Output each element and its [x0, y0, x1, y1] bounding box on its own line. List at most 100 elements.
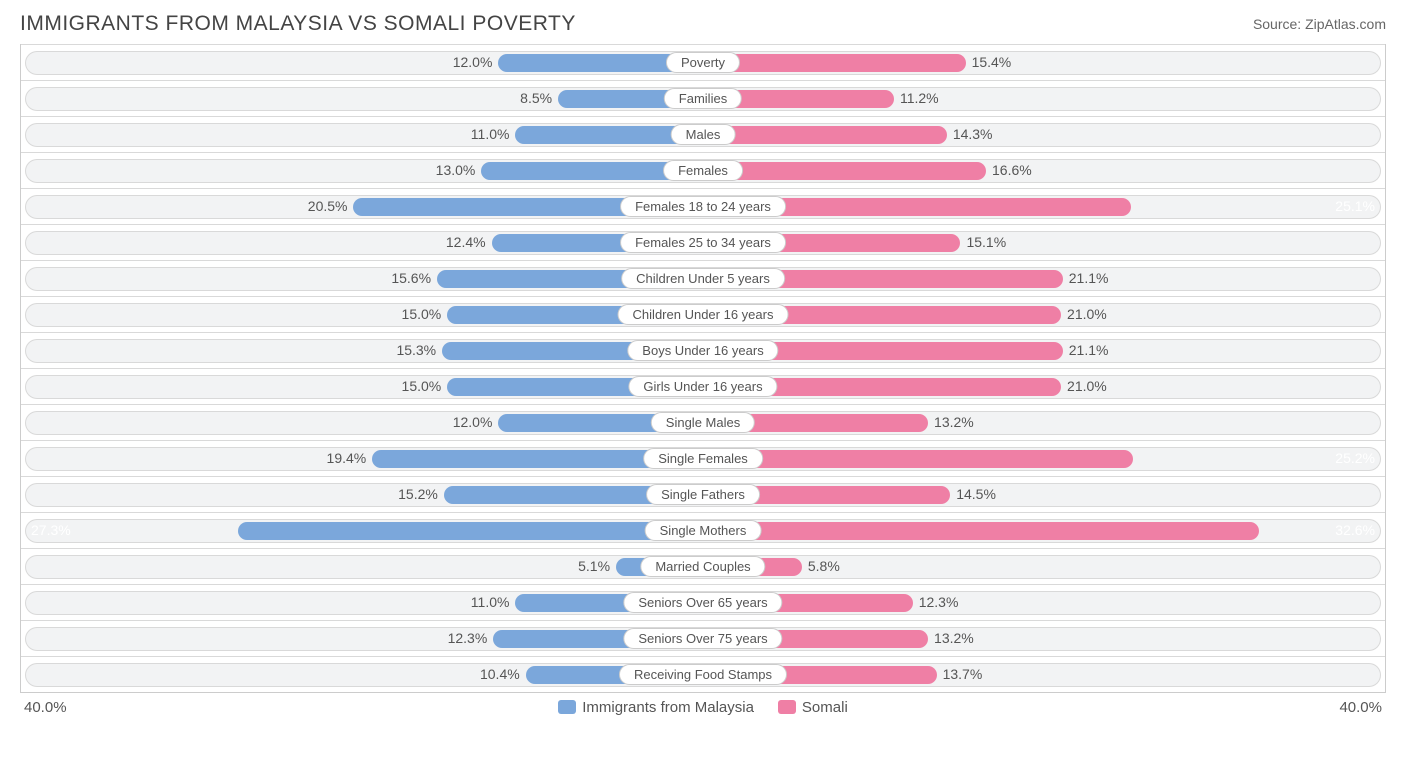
category-label: Seniors Over 65 years: [623, 592, 782, 613]
left-half: 13.0%: [21, 153, 703, 188]
category-label: Single Males: [651, 412, 755, 433]
category-label: Boys Under 16 years: [627, 340, 778, 361]
left-value-label: 8.5%: [520, 90, 552, 106]
chart-row: 12.3% 13.2% Seniors Over 75 years: [21, 620, 1385, 656]
left-half: 5.1%: [21, 549, 703, 584]
right-value-label: 16.6%: [992, 162, 1032, 178]
left-value-label: 15.2%: [398, 486, 438, 502]
chart-footer: 40.0% Immigrants from Malaysia Somali 40…: [20, 693, 1386, 716]
category-label: Receiving Food Stamps: [619, 664, 787, 685]
source-name: ZipAtlas.com: [1305, 16, 1386, 32]
left-bar: [238, 522, 703, 540]
chart-header: IMMIGRANTS FROM MALAYSIA VS SOMALI POVER…: [20, 10, 1386, 44]
right-half: 21.0%: [703, 369, 1385, 404]
legend-label-left: Immigrants from Malaysia: [582, 699, 754, 716]
right-bar: [703, 450, 1133, 468]
right-half: 13.7%: [703, 657, 1385, 692]
category-label: Single Fathers: [646, 484, 760, 505]
bar-track: [703, 555, 1381, 579]
chart-row: 5.1%5.8%Married Couples: [21, 548, 1385, 584]
chart-row: 15.0%21.0%Children Under 16 years: [21, 296, 1385, 332]
right-value-label: 12.3%: [919, 594, 959, 610]
chart-row: 20.5% 25.1% Females 18 to 24 years: [21, 188, 1385, 224]
category-label: Poverty: [666, 52, 740, 73]
category-label: Families: [664, 88, 742, 109]
right-bar: [703, 54, 966, 72]
right-half: 14.5%: [703, 477, 1385, 512]
right-half: 21.1%: [703, 333, 1385, 368]
chart-row: 13.0% 16.6% Females: [21, 152, 1385, 188]
left-half: 15.0%: [21, 369, 703, 404]
left-half: 19.4%: [21, 441, 703, 476]
right-value-label: 25.1%: [1335, 198, 1375, 214]
chart-row: 12.4% 15.1%Females 25 to 34 years: [21, 224, 1385, 260]
left-value-label: 27.3%: [31, 522, 71, 538]
right-value-label: 14.5%: [956, 486, 996, 502]
category-label: Females 18 to 24 years: [620, 196, 786, 217]
left-value-label: 10.4%: [480, 666, 520, 682]
right-half: 12.3%: [703, 585, 1385, 620]
right-value-label: 14.3%: [953, 126, 993, 142]
legend-swatch-right: [778, 700, 796, 714]
left-value-label: 12.4%: [446, 234, 486, 250]
legend-label-right: Somali: [802, 699, 848, 716]
left-half: 11.0%: [21, 585, 703, 620]
legend-item-right: Somali: [778, 699, 848, 716]
left-half: 11.0%: [21, 117, 703, 152]
left-value-label: 15.0%: [402, 378, 442, 394]
right-value-label: 21.1%: [1069, 342, 1109, 358]
right-value-label: 13.7%: [943, 666, 983, 682]
left-value-label: 15.0%: [402, 306, 442, 322]
chart-row: 15.2% 14.5% Single Fathers: [21, 476, 1385, 512]
chart-row: 15.6%21.1%Children Under 5 years: [21, 260, 1385, 296]
chart-row: 11.0%14.3%Males: [21, 116, 1385, 152]
left-half: 20.5%: [21, 189, 703, 224]
right-value-label: 25.2%: [1335, 450, 1375, 466]
left-half: 8.5%: [21, 81, 703, 116]
right-half: 13.2%: [703, 405, 1385, 440]
chart-row: 12.0% 13.2% Single Males: [21, 404, 1385, 440]
category-label: Seniors Over 75 years: [623, 628, 782, 649]
left-value-label: 13.0%: [436, 162, 476, 178]
right-bar: [703, 522, 1259, 540]
right-half: 11.2%: [703, 81, 1385, 116]
legend-swatch-left: [558, 700, 576, 714]
category-label: Females: [663, 160, 743, 181]
left-value-label: 12.3%: [448, 630, 488, 646]
chart-row: 19.4% 25.2% Single Females: [21, 440, 1385, 476]
right-value-label: 13.2%: [934, 630, 974, 646]
chart-row: 8.5% 11.2% Families: [21, 80, 1385, 116]
left-value-label: 20.5%: [308, 198, 348, 214]
left-value-label: 15.6%: [391, 270, 431, 286]
right-half: 15.1%: [703, 225, 1385, 260]
left-half: 27.3%: [21, 513, 703, 548]
category-label: Single Females: [643, 448, 763, 469]
right-value-label: 13.2%: [934, 414, 974, 430]
left-value-label: 12.0%: [453, 54, 493, 70]
category-label: Females 25 to 34 years: [620, 232, 786, 253]
right-value-label: 21.0%: [1067, 378, 1107, 394]
chart-source: Source: ZipAtlas.com: [1253, 16, 1386, 32]
left-value-label: 5.1%: [578, 558, 610, 574]
left-value-label: 11.0%: [471, 594, 510, 610]
source-prefix: Source:: [1253, 16, 1305, 32]
left-value-label: 12.0%: [453, 414, 493, 430]
right-half: 32.6%: [703, 513, 1385, 548]
left-half: 15.3%: [21, 333, 703, 368]
chart-row: 27.3% 32.6% Single Mothers: [21, 512, 1385, 548]
right-value-label: 15.4%: [972, 54, 1012, 70]
category-label: Single Mothers: [645, 520, 762, 541]
left-half: 15.2%: [21, 477, 703, 512]
axis-max-left: 40.0%: [24, 699, 67, 716]
left-half: 15.6%: [21, 261, 703, 296]
left-half: 12.3%: [21, 621, 703, 656]
right-value-label: 32.6%: [1335, 522, 1375, 538]
right-half: 14.3%: [703, 117, 1385, 152]
right-bar: [703, 126, 947, 144]
right-half: 13.2%: [703, 621, 1385, 656]
chart-title: IMMIGRANTS FROM MALAYSIA VS SOMALI POVER…: [20, 12, 576, 36]
category-label: Children Under 5 years: [621, 268, 785, 289]
right-value-label: 11.2%: [900, 90, 939, 106]
category-label: Girls Under 16 years: [628, 376, 777, 397]
left-half: 15.0%: [21, 297, 703, 332]
